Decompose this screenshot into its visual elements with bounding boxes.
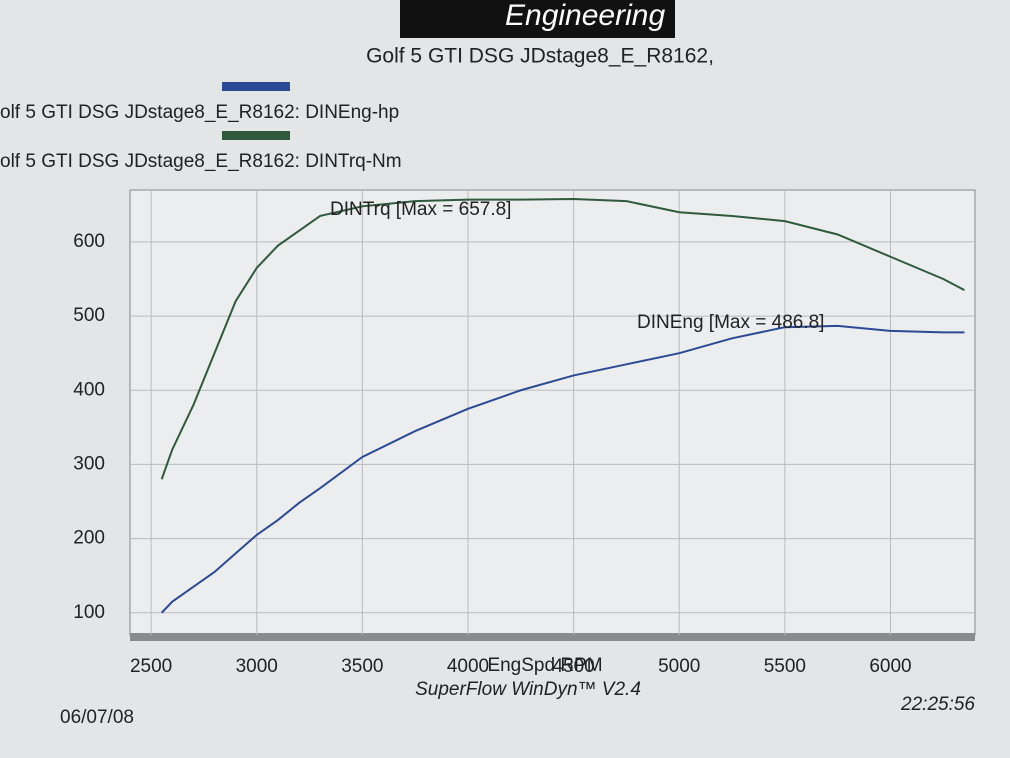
logo-box — [400, 0, 675, 38]
footer-date: 06/07/08 — [60, 707, 134, 728]
footer-time: 22:25:56 — [900, 694, 975, 715]
x-axis-label: EngSpd RPM — [487, 655, 602, 676]
x-tick-label: 3000 — [236, 656, 278, 677]
x-tick-label: 6000 — [869, 656, 911, 677]
legend-swatch — [222, 82, 290, 91]
x-tick-label: 2500 — [130, 656, 172, 677]
plot-shadow — [130, 633, 975, 641]
chart-title: Golf 5 GTI DSG JDstage8_E_R8162, — [366, 45, 714, 68]
legend-swatch — [222, 131, 290, 140]
logo: Engineering — [505, 0, 665, 32]
annotation: DINEng [Max = 486.8] — [637, 312, 824, 333]
legend-label: olf 5 GTI DSG JDstage8_E_R8162: DINTrq-N… — [0, 151, 402, 172]
y-tick-label: 300 — [73, 453, 105, 474]
y-tick-label: 600 — [73, 231, 105, 252]
x-tick-label: 4500 — [552, 656, 594, 677]
x-tick-label: 5000 — [658, 656, 700, 677]
x-tick-label: 3500 — [341, 656, 383, 677]
annotation: DINTrq [Max = 657.8] — [330, 199, 511, 220]
footer-software: SuperFlow WinDyn™ V2.4 — [415, 679, 641, 700]
y-tick-label: 400 — [73, 379, 105, 400]
series-line — [160, 198, 965, 480]
y-tick-label: 100 — [73, 602, 105, 623]
y-tick-label: 500 — [73, 305, 105, 326]
plot-area — [129, 189, 976, 636]
legend-label: olf 5 GTI DSG JDstage8_E_R8162: DINEng-h… — [0, 102, 399, 123]
series-line — [160, 324, 965, 614]
x-tick-label: 5500 — [764, 656, 806, 677]
x-tick-label: 4000 — [447, 656, 489, 677]
y-tick-label: 200 — [73, 528, 105, 549]
